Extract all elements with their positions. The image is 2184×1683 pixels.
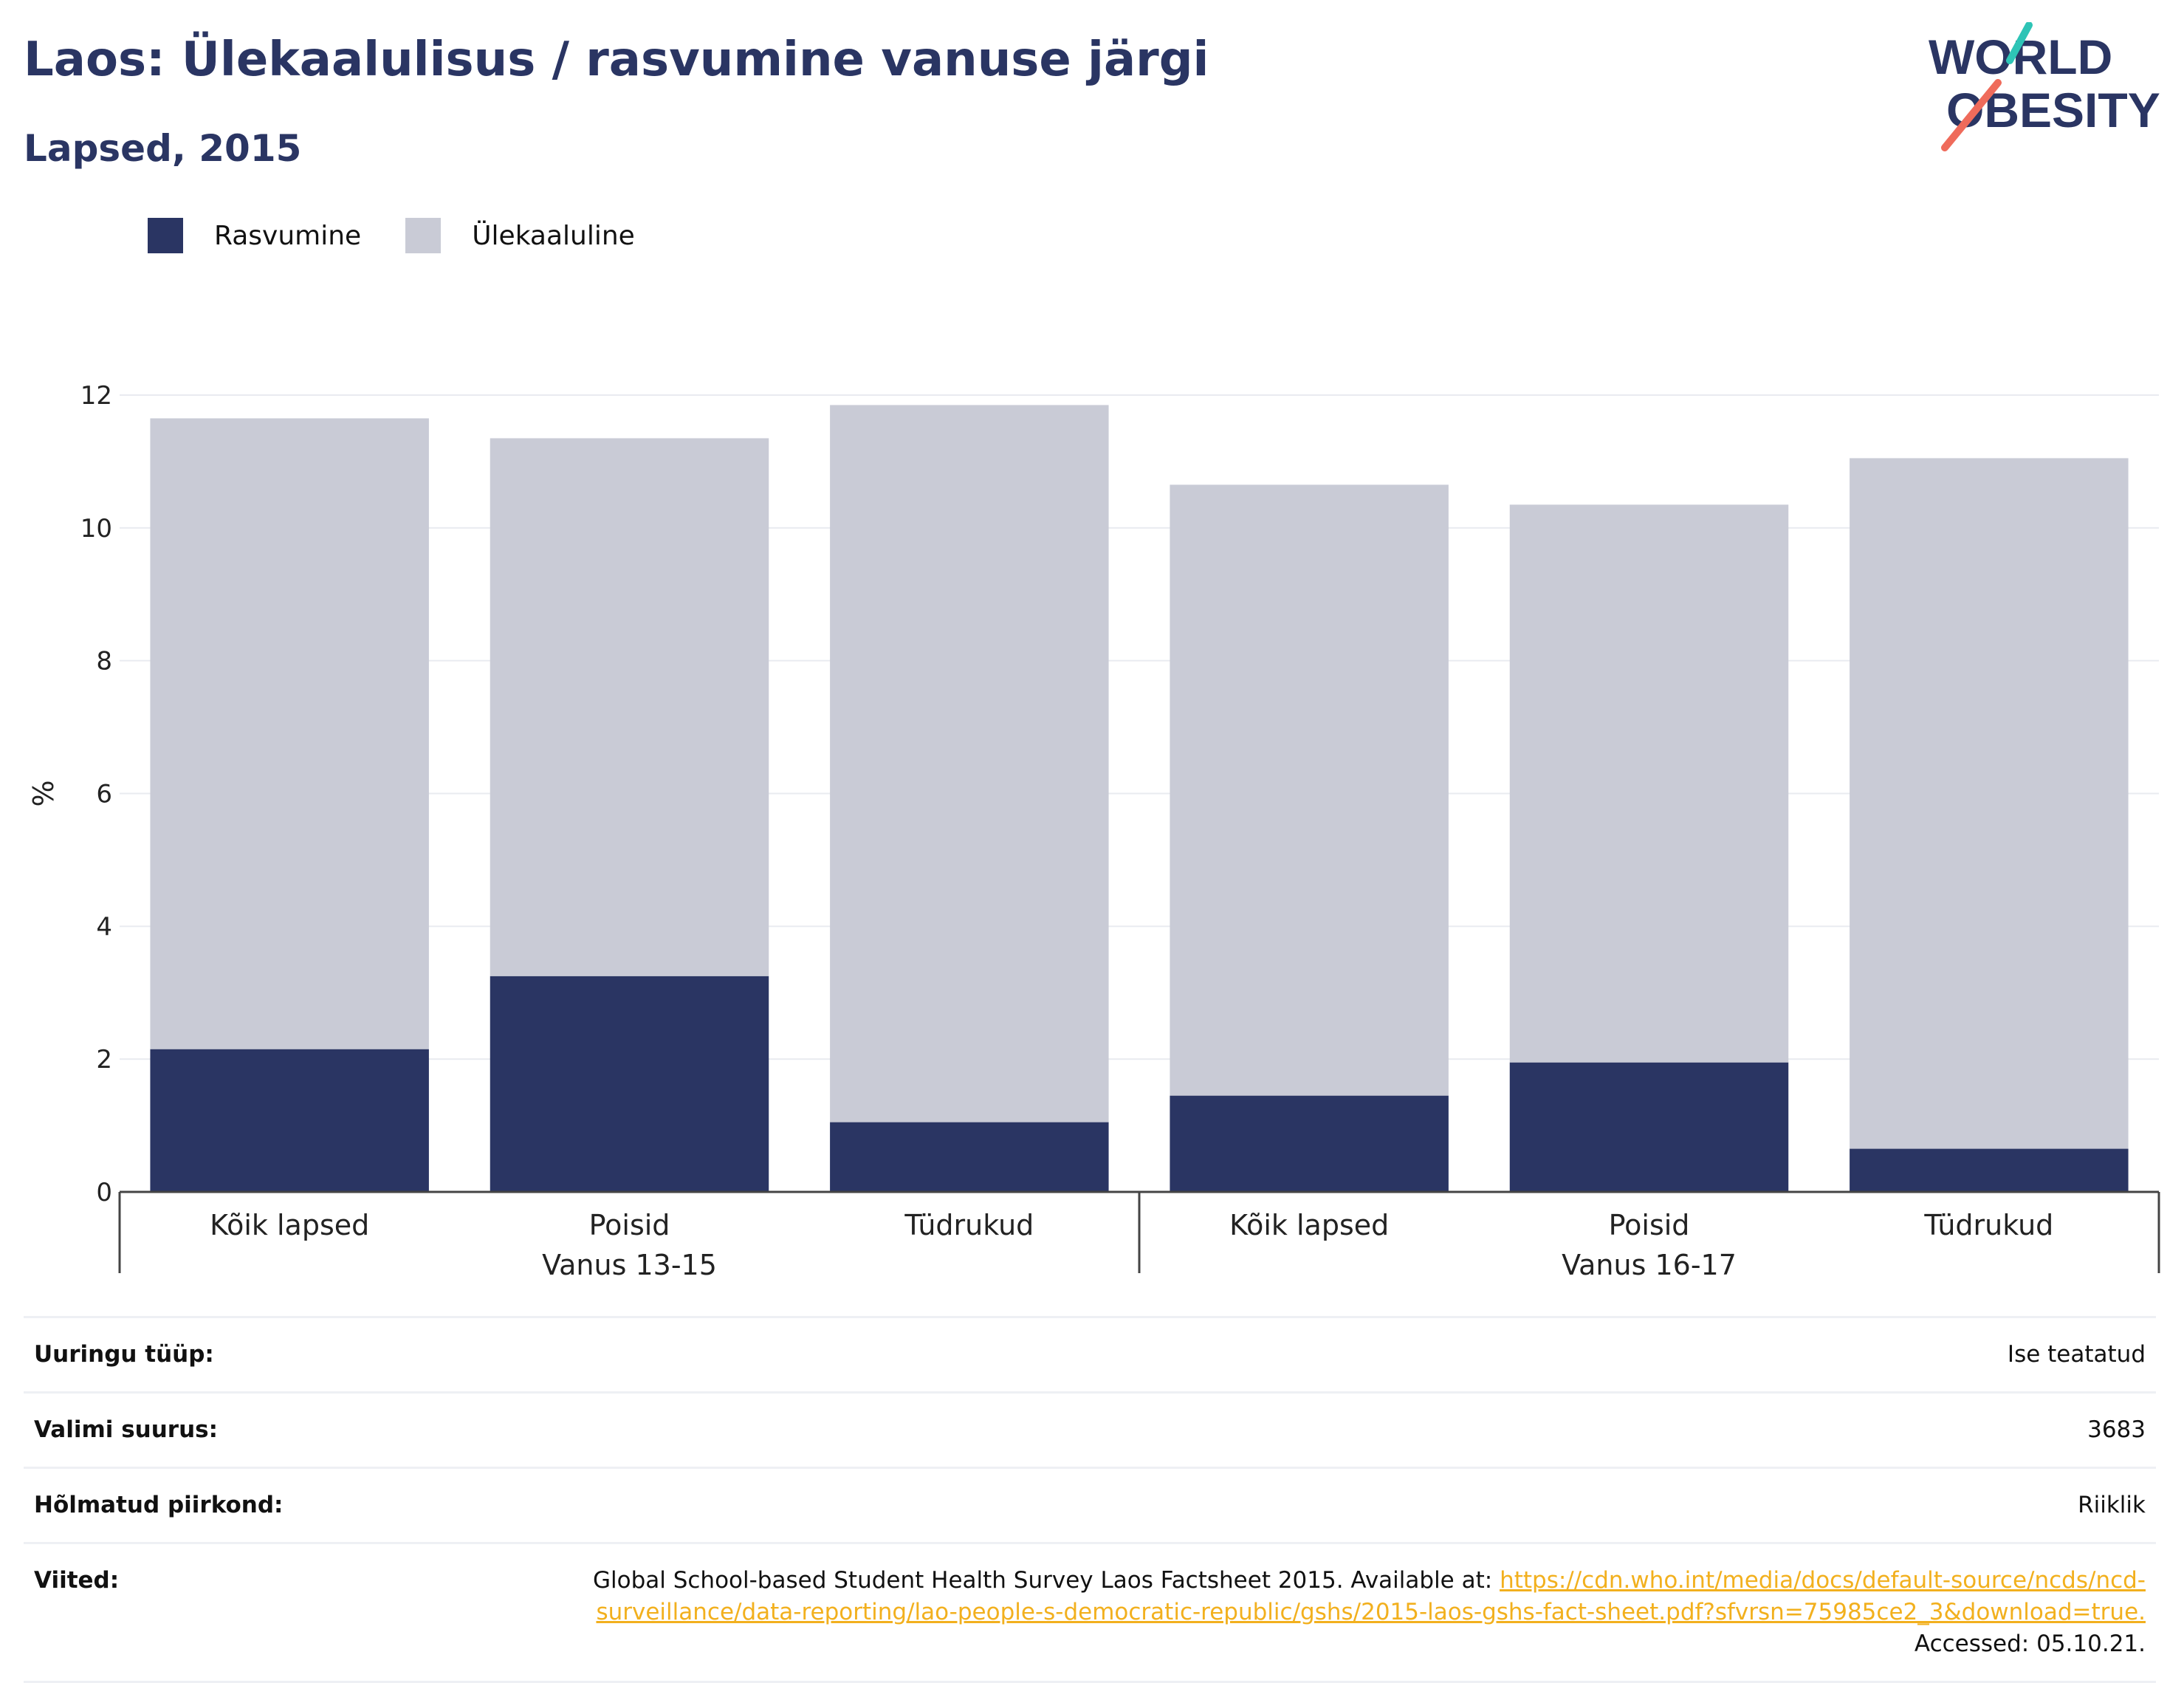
logo-slash-teal bbox=[2006, 22, 2033, 64]
logo-word-obesity: OBESITY bbox=[1946, 83, 2160, 137]
legend-swatch-obesity bbox=[148, 218, 183, 253]
bar-overweight bbox=[1850, 458, 2129, 1149]
chart-subtitle: Lapsed, 2015 bbox=[24, 127, 302, 170]
y-tick-label: 6 bbox=[96, 780, 112, 809]
legend-item-obesity[interactable]: Rasvumine bbox=[148, 218, 361, 253]
info-value-region: Riiklik bbox=[2078, 1492, 2146, 1518]
bar-overweight bbox=[830, 405, 1109, 1122]
legend-item-overweight[interactable]: Ülekaaluline bbox=[405, 218, 635, 253]
x-tick-label: Poisid bbox=[589, 1209, 670, 1241]
x-group-label: Vanus 13-15 bbox=[542, 1249, 717, 1281]
y-axis-label: % bbox=[27, 780, 60, 806]
legend-label-obesity: Rasvumine bbox=[214, 220, 362, 251]
y-tick-label: 8 bbox=[96, 647, 112, 676]
info-row-sample-size: Valimi suurus: 3683 bbox=[24, 1391, 2156, 1467]
info-table: Uuringu tüüp: Ise teatatud Valimi suurus… bbox=[24, 1316, 2156, 1683]
chart-title: Laos: Ülekaalulisus / rasvumine vanuse j… bbox=[24, 32, 1209, 87]
y-tick-label: 4 bbox=[96, 912, 112, 942]
x-group-label: Vanus 16-17 bbox=[1562, 1249, 1737, 1281]
bar-obesity bbox=[1509, 1062, 1789, 1192]
y-tick-label: 2 bbox=[96, 1045, 112, 1074]
chart-legend: Rasvumine Ülekaaluline bbox=[148, 218, 679, 253]
bar-overweight bbox=[150, 418, 429, 1049]
info-row-survey-type: Uuringu tüüp: Ise teatatud bbox=[24, 1316, 2156, 1391]
reference-text: Global School-based Student Health Surve… bbox=[592, 1567, 1500, 1594]
reference-link[interactable]: https://cdn.who.int/media/docs/default-s… bbox=[596, 1567, 2146, 1625]
y-tick-label: 0 bbox=[96, 1178, 112, 1207]
info-label-region: Hõlmatud piirkond: bbox=[34, 1492, 284, 1518]
legend-label-overweight: Ülekaaluline bbox=[472, 220, 635, 251]
bar-overweight bbox=[1509, 504, 1789, 1063]
info-value-sample-size: 3683 bbox=[2087, 1416, 2146, 1443]
x-tick-label: Tüdrukud bbox=[904, 1209, 1034, 1241]
bar-obesity bbox=[490, 976, 769, 1192]
bar-chart: 0 2 4 6 8 10 12% Kõik lapsed Poisid Tüdrukud Kõik … bbox=[27, 381, 2160, 1281]
info-row-references: Viited: Global School-based Student Heal… bbox=[24, 1542, 2156, 1683]
reference-accessed: Accessed: 05.10.21. bbox=[1914, 1631, 2146, 1657]
y-tick-label: 12 bbox=[80, 381, 112, 411]
bar-overweight bbox=[1170, 484, 1449, 1096]
x-tick-label: Kõik lapsed bbox=[210, 1209, 369, 1241]
logo-slash-coral bbox=[1941, 79, 2002, 151]
info-value-survey-type: Ise teatatud bbox=[2007, 1341, 2146, 1368]
bar-obesity bbox=[1850, 1148, 2129, 1192]
legend-swatch-overweight bbox=[405, 218, 442, 253]
info-row-region: Hõlmatud piirkond: Riiklik bbox=[24, 1467, 2156, 1542]
bar-overweight bbox=[490, 438, 769, 976]
info-label-references: Viited: bbox=[34, 1567, 120, 1594]
y-tick-label: 10 bbox=[80, 514, 112, 544]
info-value-references: Global School-based Student Health Surve… bbox=[521, 1565, 2146, 1660]
x-tick-label: Kõik lapsed bbox=[1229, 1209, 1389, 1241]
bar-obesity bbox=[1170, 1095, 1449, 1192]
bar-obesity bbox=[830, 1122, 1109, 1192]
info-label-sample-size: Valimi suurus: bbox=[34, 1416, 218, 1443]
world-obesity-logo: WORLD OBESITY bbox=[1929, 22, 2160, 151]
bar-obesity bbox=[150, 1049, 429, 1192]
info-label-survey-type: Uuringu tüüp: bbox=[34, 1341, 214, 1368]
x-tick-label: Tüdrukud bbox=[1923, 1209, 2053, 1241]
x-tick-label: Poisid bbox=[1609, 1209, 1690, 1241]
